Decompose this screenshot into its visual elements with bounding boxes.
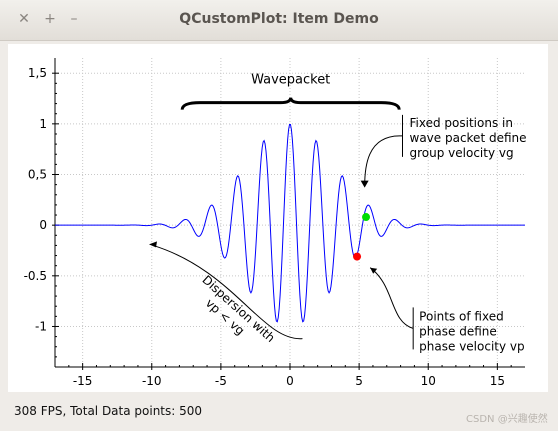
y-tick-label: 0 [39, 218, 47, 232]
y-tick-label: -1 [35, 319, 47, 333]
group-velocity-text-line: group velocity vg [410, 146, 514, 160]
maximize-icon[interactable]: + [44, 11, 56, 27]
x-tick-label: -10 [142, 374, 162, 388]
group-arrow [364, 135, 403, 187]
phase-velocity-text-line: phase velocity vp [419, 339, 524, 353]
x-tick-label: 0 [286, 374, 294, 388]
phase-velocity-text-line: phase define [419, 324, 497, 338]
phase-point [353, 252, 362, 261]
status-bar: 308 FPS, Total Data points: 500 [14, 404, 203, 418]
phase-arrow [369, 267, 414, 329]
x-tick-label: -5 [215, 374, 227, 388]
x-tick-label: 15 [490, 374, 505, 388]
y-tick-label: 1,5 [28, 66, 47, 80]
minimize-icon[interactable]: – [70, 11, 78, 27]
group-arrow-head [360, 180, 369, 188]
wavepacket-label: Wavepacket [251, 72, 330, 87]
close-icon[interactable]: ✕ [18, 11, 30, 27]
title-bar: ✕ + – QCustomPlot: Item Demo [0, 0, 558, 41]
dispersion-arrow [152, 244, 303, 340]
group-point [362, 213, 371, 222]
x-tick-label: 10 [421, 374, 436, 388]
plot-area[interactable]: -15 -10 -5 0 5 10 15 -1 -0.5 0 0,5 1 1,5 Wavepacket Fi… [8, 44, 548, 392]
x-tick-label: 5 [355, 374, 363, 388]
y-tick-label: 0,5 [28, 168, 47, 182]
watermark: CSDN @兴趣使然 [466, 414, 548, 425]
window-title: QCustomPlot: Item Demo [179, 11, 379, 27]
series-line [55, 124, 525, 323]
chart[interactable]: -15 -10 -5 0 5 10 15 -1 -0.5 0 0,5 1 1,5 Wavepacket Fi… [8, 44, 548, 392]
dispersion-arrow-head [149, 241, 157, 248]
x-tick-label: -15 [73, 374, 93, 388]
y-tick-label: 1 [39, 117, 47, 131]
group-velocity-text-line: Fixed positions in [410, 116, 513, 130]
phase-arrow-head [370, 267, 378, 274]
group-velocity-text-line: wave packet define [410, 131, 527, 145]
wavepacket-bracket [180, 97, 401, 110]
phase-velocity-text-line: Points of fixed [419, 309, 504, 323]
y-tick-label: -0.5 [24, 269, 47, 283]
